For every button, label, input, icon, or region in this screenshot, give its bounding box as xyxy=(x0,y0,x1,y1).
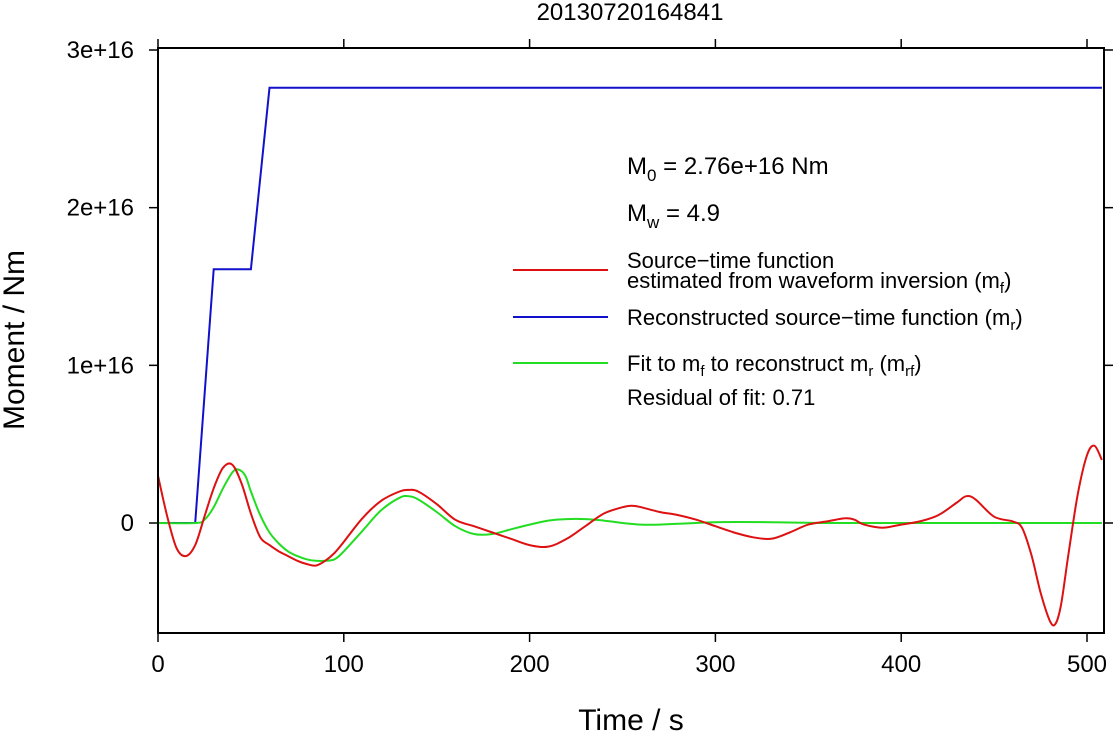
legend-fit-close: ) xyxy=(914,351,921,376)
m0-value: = 2.76e+16 Nm xyxy=(656,153,828,180)
legend-source-time-text: estimated from waveform inversion (m xyxy=(627,268,1000,293)
legend-fit-text-1: Fit to m xyxy=(627,351,700,376)
x-tick-label: 100 xyxy=(324,651,364,678)
legend-reconstructed-close: ) xyxy=(1015,305,1022,330)
axis-ticks: 0 100 200 300 400 500 0 1e+16 2e+16 3e+16 xyxy=(67,37,1113,678)
legend-label-source-time-1: Source−time function xyxy=(627,248,834,273)
y-axis-label: Moment / Nm xyxy=(0,250,31,430)
residual-annotation: Residual of fit: 0.71 xyxy=(627,385,815,410)
legend-fit-sub-2: r xyxy=(868,363,873,380)
y-tick-label: 1e+16 xyxy=(67,352,134,379)
plot-frame xyxy=(157,47,1105,634)
m0-symbol: M xyxy=(627,153,647,180)
m0-annotation: M0 = 2.76e+16 Nm xyxy=(627,153,829,185)
series-fit xyxy=(158,468,1102,563)
x-tick-label: 400 xyxy=(881,651,921,678)
mw-symbol: M xyxy=(627,200,647,227)
legend-fit-text-3: (m xyxy=(873,351,905,376)
legend-fit-sub-3: rf xyxy=(905,363,915,380)
y-tick-label: 0 xyxy=(121,510,134,537)
mw-subscript: w xyxy=(646,213,660,232)
x-tick-label: 300 xyxy=(695,651,735,678)
legend: Source−time function estimated from wave… xyxy=(513,248,1023,410)
series-source-time-function xyxy=(158,444,1103,627)
x-axis-label: Time / s xyxy=(578,704,684,734)
legend-source-time-close: ) xyxy=(1004,268,1011,293)
x-tick-label: 200 xyxy=(510,651,550,678)
x-tick-label: 500 xyxy=(1067,651,1107,678)
mw-annotation: Mw = 4.9 xyxy=(627,200,720,232)
legend-label-reconstructed: Reconstructed source−time function (mr) xyxy=(627,305,1023,334)
legend-reconstructed-sub: r xyxy=(1010,317,1015,334)
legend-label-source-time-2: estimated from waveform inversion (mf) xyxy=(627,268,1011,297)
x-tick-label: 0 xyxy=(151,651,164,678)
series-layer xyxy=(158,86,1103,627)
y-tick-label: 2e+16 xyxy=(67,195,134,222)
mw-value: = 4.9 xyxy=(659,200,720,227)
chart-title: 20130720164841 xyxy=(537,0,724,26)
m0-subscript: 0 xyxy=(647,166,656,185)
legend-fit-sub-1: f xyxy=(700,363,705,380)
legend-label-fit: Fit to mf to reconstruct mr (mrf) xyxy=(627,351,922,380)
legend-reconstructed-text: Reconstructed source−time function (m xyxy=(627,305,1010,330)
legend-source-time-sub: f xyxy=(1000,280,1005,297)
legend-fit-text-2: to reconstruct m xyxy=(705,351,869,376)
y-tick-label: 3e+16 xyxy=(67,37,134,64)
